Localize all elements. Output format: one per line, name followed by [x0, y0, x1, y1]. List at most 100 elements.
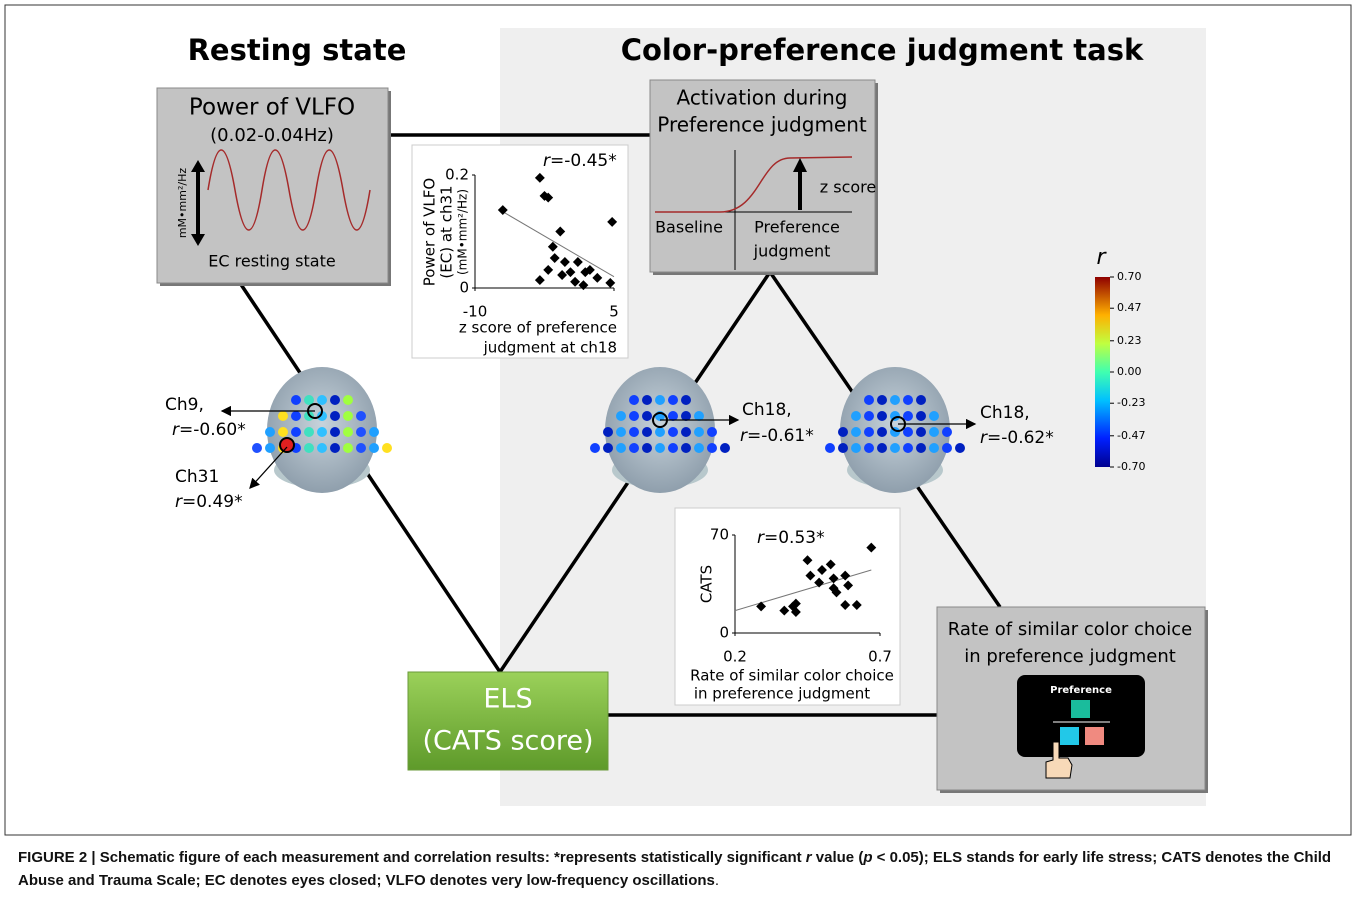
channel	[655, 443, 665, 453]
r-label: r=-0.62*	[980, 428, 1054, 448]
channel	[356, 411, 366, 421]
colorbar-tick-label: 0.47	[1117, 301, 1142, 314]
x-axis-label: z score of preference	[459, 319, 617, 337]
channel	[877, 395, 887, 405]
channel	[851, 411, 861, 421]
box-title: Rate of similar color choice	[948, 619, 1192, 640]
channel	[890, 395, 900, 405]
channel	[330, 411, 340, 421]
r-label: r=-0.45*	[543, 151, 617, 171]
channel	[278, 411, 288, 421]
channel	[304, 443, 314, 453]
r-value: =0.49*	[182, 492, 243, 512]
r-label: r=0.53*	[757, 528, 825, 548]
swatch	[1085, 727, 1104, 745]
channel	[877, 443, 887, 453]
channel-label: Ch9,	[165, 395, 204, 415]
r-value: =-0.60*	[179, 420, 246, 440]
channel	[265, 427, 275, 437]
channel	[681, 443, 691, 453]
channel	[369, 443, 379, 453]
colorbar-tick-label: 0.00	[1117, 365, 1142, 378]
y-axis-label: (mM•mm²/Hz)	[456, 189, 470, 275]
channel	[707, 427, 717, 437]
channel	[603, 443, 613, 453]
channel	[642, 395, 652, 405]
x-tick-label: 0.7	[868, 648, 892, 666]
r-value: =-0.61*	[747, 426, 814, 446]
channel	[903, 395, 913, 405]
y-tick-label: 0	[459, 279, 469, 297]
channel	[694, 427, 704, 437]
channel	[356, 443, 366, 453]
channel	[629, 411, 639, 421]
swatch	[1060, 727, 1079, 745]
channel	[343, 443, 353, 453]
y-tick-label: 0	[719, 624, 729, 642]
colorbar	[1095, 277, 1110, 467]
channel	[864, 395, 874, 405]
heading: Resting state	[188, 33, 407, 67]
channel	[304, 427, 314, 437]
channel	[890, 443, 900, 453]
channel	[929, 427, 939, 437]
box-title: Power of VLFO	[189, 95, 355, 121]
swatch	[1071, 700, 1090, 718]
y-tick-label: 0.2	[445, 166, 469, 184]
channel	[317, 443, 327, 453]
channel	[916, 395, 926, 405]
y-axis-label: Power of VLFO	[421, 178, 439, 286]
channel	[903, 443, 913, 453]
label: judgment	[753, 242, 831, 261]
colorbar-tick-label: -0.70	[1117, 460, 1145, 473]
channel	[707, 443, 717, 453]
channel	[929, 443, 939, 453]
x-tick-label: 0.2	[723, 648, 747, 666]
y-tick-label: 70	[710, 526, 729, 544]
channel	[590, 443, 600, 453]
y-axis-label: (EC) at ch31	[438, 185, 456, 278]
heading: Color-preference judgment task	[621, 33, 1144, 67]
channel	[629, 395, 639, 405]
channel	[681, 395, 691, 405]
caption-text: FIGURE 2 | Schematic figure of each meas…	[18, 849, 806, 866]
channel	[291, 411, 301, 421]
channel	[343, 427, 353, 437]
channel	[681, 427, 691, 437]
channel	[330, 427, 340, 437]
figure: Resting state Color-preference judgment …	[0, 0, 1356, 840]
page: Resting state Color-preference judgment …	[0, 0, 1356, 905]
channel	[343, 411, 353, 421]
colorbar-tick-label: -0.23	[1117, 396, 1145, 409]
channel	[616, 443, 626, 453]
channel	[642, 443, 652, 453]
channel-label: Ch31	[175, 467, 219, 487]
caption: FIGURE 2 | Schematic figure of each meas…	[18, 846, 1338, 892]
channel	[916, 427, 926, 437]
channel	[668, 395, 678, 405]
box-title: Activation during	[676, 86, 847, 110]
unit: mM•mm²/Hz	[176, 168, 189, 239]
channel	[655, 427, 665, 437]
channel	[642, 411, 652, 421]
channel	[851, 443, 861, 453]
y-axis-label: CATS	[698, 565, 716, 603]
channel	[629, 427, 639, 437]
channel	[642, 427, 652, 437]
channel	[330, 443, 340, 453]
r-label: r=0.49*	[175, 492, 243, 512]
channel	[851, 427, 861, 437]
channel	[838, 443, 848, 453]
channel	[668, 427, 678, 437]
box-title: in preference judgment	[964, 646, 1176, 667]
channel	[825, 443, 835, 453]
channel	[655, 395, 665, 405]
channel	[877, 411, 887, 421]
channel	[877, 427, 887, 437]
channel	[864, 443, 874, 453]
channel	[916, 443, 926, 453]
label: Baseline	[655, 218, 723, 237]
channel-label: Ch18,	[980, 403, 1030, 423]
caption-text: .	[715, 872, 719, 889]
channel	[317, 427, 327, 437]
